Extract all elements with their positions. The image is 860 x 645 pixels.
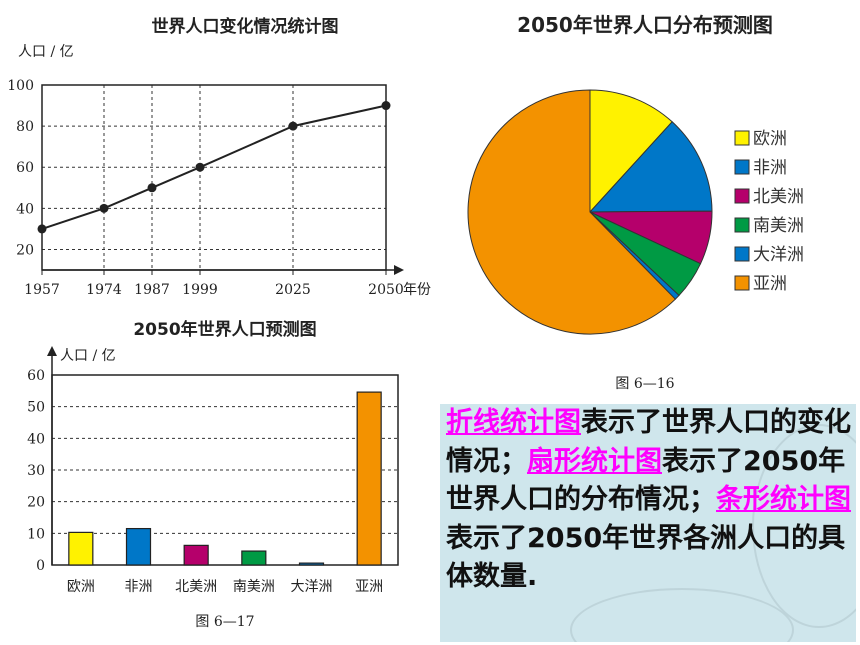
- bar-chart-title: 2050年世界人口预测图: [133, 319, 316, 340]
- bar-x-tick-label: 南美洲: [233, 579, 275, 595]
- bar: [241, 550, 267, 566]
- line-point: [195, 162, 205, 172]
- pie-caption: 图 6—16: [615, 376, 674, 392]
- line-point: [99, 203, 109, 213]
- bar-x-tick-label: 北美洲: [175, 579, 217, 595]
- pie-legend-swatch: [734, 217, 750, 233]
- bar-y-tick-label: 50: [27, 400, 45, 416]
- bar-y-tick-label: 60: [27, 368, 45, 384]
- highlight-pie-chart: 扇形统计图: [527, 445, 662, 477]
- pie-legend-label: 亚洲: [753, 274, 787, 294]
- bar-y-tick-label: 0: [36, 558, 45, 574]
- line-y-tick-label: 80: [16, 119, 34, 135]
- bar: [125, 527, 152, 566]
- line-plot-frame: [41, 84, 387, 271]
- bar-caption: 图 6—17: [195, 614, 254, 630]
- pie-legend-swatch: [734, 246, 750, 262]
- line-chart-title: 世界人口变化情况统计图: [152, 16, 339, 37]
- line-x-axis-label: 年份: [403, 282, 431, 298]
- pie-legend-swatch: [734, 275, 750, 291]
- bar-chart: 2050年世界人口预测图 人口 / 亿 0 10 20 30 40 50 60 欧洲 非洲 北美洲…: [27, 319, 399, 630]
- bar-x-tick-label: 大洋洲: [291, 579, 333, 595]
- pie-legend-label: 欧洲: [753, 129, 787, 149]
- line-point: [288, 121, 298, 131]
- bar: [298, 562, 325, 566]
- highlight-bar-chart: 条形统计图: [716, 484, 851, 515]
- pie-slice: [467, 89, 677, 335]
- line-x-tick-label: 2025: [275, 282, 311, 298]
- line-y-tick-label: 60: [16, 160, 34, 176]
- bar-x-tick-label: 亚洲: [355, 579, 383, 595]
- line-point: [147, 183, 157, 193]
- line-y-tick-label: 40: [16, 201, 34, 217]
- bar-y-axis-label: 人口 / 亿: [60, 348, 116, 364]
- line-x-axis-arrow: [394, 265, 404, 275]
- pie-legend-label: 南美洲: [753, 216, 804, 236]
- line-series: [41, 104, 387, 230]
- bar-x-tick-label: 非洲: [125, 579, 153, 595]
- pie-slice: [588, 121, 713, 213]
- line-chart: 世界人口变化情况统计图 人口 / 亿 年份 20 40 60 80 100 1957 197…: [7, 16, 431, 298]
- bar-y-tick-label: 20: [27, 495, 45, 511]
- line-x-tick-label: 1974: [86, 282, 122, 298]
- bar-x-tick-label: 欧洲: [67, 579, 95, 595]
- bar-y-tick-label: 30: [27, 463, 45, 479]
- pie-legend-swatch: [734, 130, 750, 146]
- pie-legend-label: 非洲: [753, 158, 787, 178]
- bar-y-axis-arrow: [47, 346, 57, 356]
- pie-slice: [589, 89, 673, 214]
- description-segment: 表示了世界人口的变化情况；: [446, 407, 851, 477]
- description-segment: 表示了2050年世界各洲人口的具体数量.: [446, 522, 846, 593]
- pie-legend-swatch: [734, 188, 750, 204]
- bar: [356, 391, 382, 566]
- line-x-tick-label: 1957: [24, 282, 60, 298]
- bar-y-tick-label: 40: [27, 431, 45, 447]
- bar-y-tick-label: 10: [27, 526, 45, 542]
- pie-legend-label: 大洋洲: [753, 245, 804, 265]
- description-segment: 表示了2050年世界人口的分布情况；: [446, 445, 846, 516]
- highlight-line-chart: 折线统计图: [446, 407, 581, 438]
- pie-legend-label: 北美洲: [753, 187, 804, 207]
- line-y-tick-label: 20: [16, 242, 34, 258]
- line-y-axis-label: 人口 / 亿: [18, 44, 74, 60]
- line-point: [37, 224, 47, 234]
- bar: [68, 531, 94, 566]
- line-x-tick-label: 1987: [134, 282, 170, 298]
- line-point: [381, 101, 391, 111]
- pie-chart-title: 2050年世界人口分布预测图: [517, 13, 773, 37]
- pie-legend-swatch: [734, 159, 750, 175]
- description-text: 折线统计图表示了世界人口的变化情况；扇形统计图表示了2050年世界人口的分布情况…: [446, 404, 852, 597]
- bar: [183, 544, 209, 566]
- line-y-tick-label: 100: [7, 78, 34, 94]
- line-x-tick-label: 1999: [182, 282, 218, 298]
- description-box: 折线统计图表示了世界人口的变化情况；扇形统计图表示了2050年世界人口的分布情况…: [440, 404, 856, 642]
- line-x-tick-label: 2050: [368, 282, 404, 298]
